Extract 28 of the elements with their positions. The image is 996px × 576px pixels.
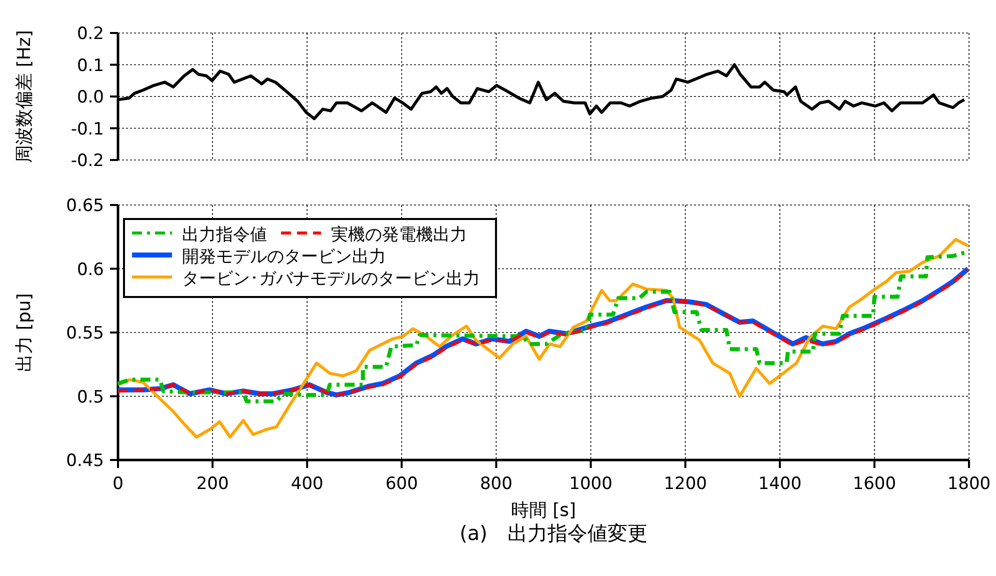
x-tick-label: 200: [196, 474, 229, 494]
y-axis-title: 周波数偏差 [Hz]: [14, 30, 35, 163]
legend-label: 実機の発電機出力: [331, 225, 467, 245]
x-tick-label: 1600: [852, 474, 896, 494]
y-axis-title: 出力 [pu]: [14, 293, 35, 372]
y-tick-label: 0.6: [76, 260, 104, 280]
text: (a) 出力指令値変更: [460, 521, 648, 545]
y-tick-label: 0.0: [76, 88, 104, 108]
y-tick-label: 0.1: [76, 56, 104, 76]
x-tick-label: 1000: [569, 474, 612, 494]
y-tick-label: 0.5: [76, 387, 104, 408]
y-tick-label: -0.2: [70, 151, 104, 171]
x-tick-label: 600: [385, 474, 418, 494]
x-tick-label: 800: [480, 474, 512, 494]
legend-label: 出力指令値: [182, 225, 267, 245]
x-tick-label: 400: [290, 474, 324, 494]
y-tick-label: 0.45: [66, 451, 104, 471]
legend-label: タービン･ガバナモデルのタービン出力: [182, 269, 480, 289]
y-tick-label: 0.2: [76, 24, 104, 44]
legend-label: 開発モデルのタービン出力: [182, 247, 386, 267]
x-tick-label: 0: [112, 474, 124, 494]
x-tick-label: 1200: [664, 474, 707, 494]
x-tick-label: 1400: [758, 474, 802, 494]
y-tick-label: 0.55: [66, 324, 104, 344]
x-tick-label: 1800: [947, 474, 991, 494]
y-tick-label: -0.1: [70, 119, 104, 140]
y-tick-label: 0.65: [66, 196, 104, 216]
x-axis-title: 時間 [s]: [510, 500, 576, 521]
